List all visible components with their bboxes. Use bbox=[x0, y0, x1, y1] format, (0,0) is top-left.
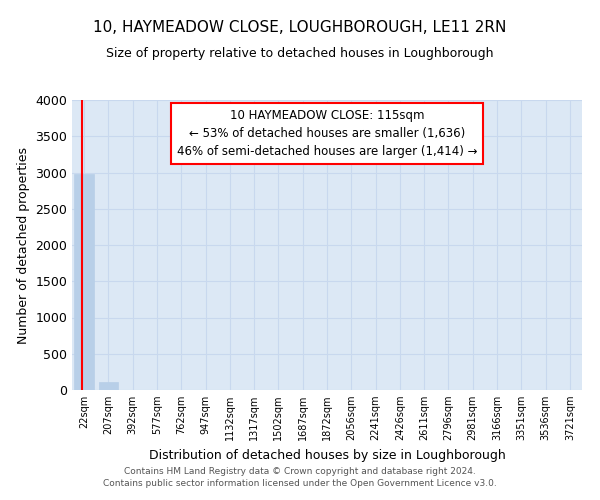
Bar bbox=[99, 382, 118, 390]
Y-axis label: Number of detached properties: Number of detached properties bbox=[17, 146, 30, 344]
Text: Contains HM Land Registry data © Crown copyright and database right 2024.
Contai: Contains HM Land Registry data © Crown c… bbox=[103, 466, 497, 487]
Bar bbox=[74, 174, 94, 390]
Text: 10 HAYMEADOW CLOSE: 115sqm
← 53% of detached houses are smaller (1,636)
46% of s: 10 HAYMEADOW CLOSE: 115sqm ← 53% of deta… bbox=[177, 108, 477, 158]
X-axis label: Distribution of detached houses by size in Loughborough: Distribution of detached houses by size … bbox=[149, 448, 505, 462]
Text: Size of property relative to detached houses in Loughborough: Size of property relative to detached ho… bbox=[106, 48, 494, 60]
Text: 10, HAYMEADOW CLOSE, LOUGHBOROUGH, LE11 2RN: 10, HAYMEADOW CLOSE, LOUGHBOROUGH, LE11 … bbox=[94, 20, 506, 35]
